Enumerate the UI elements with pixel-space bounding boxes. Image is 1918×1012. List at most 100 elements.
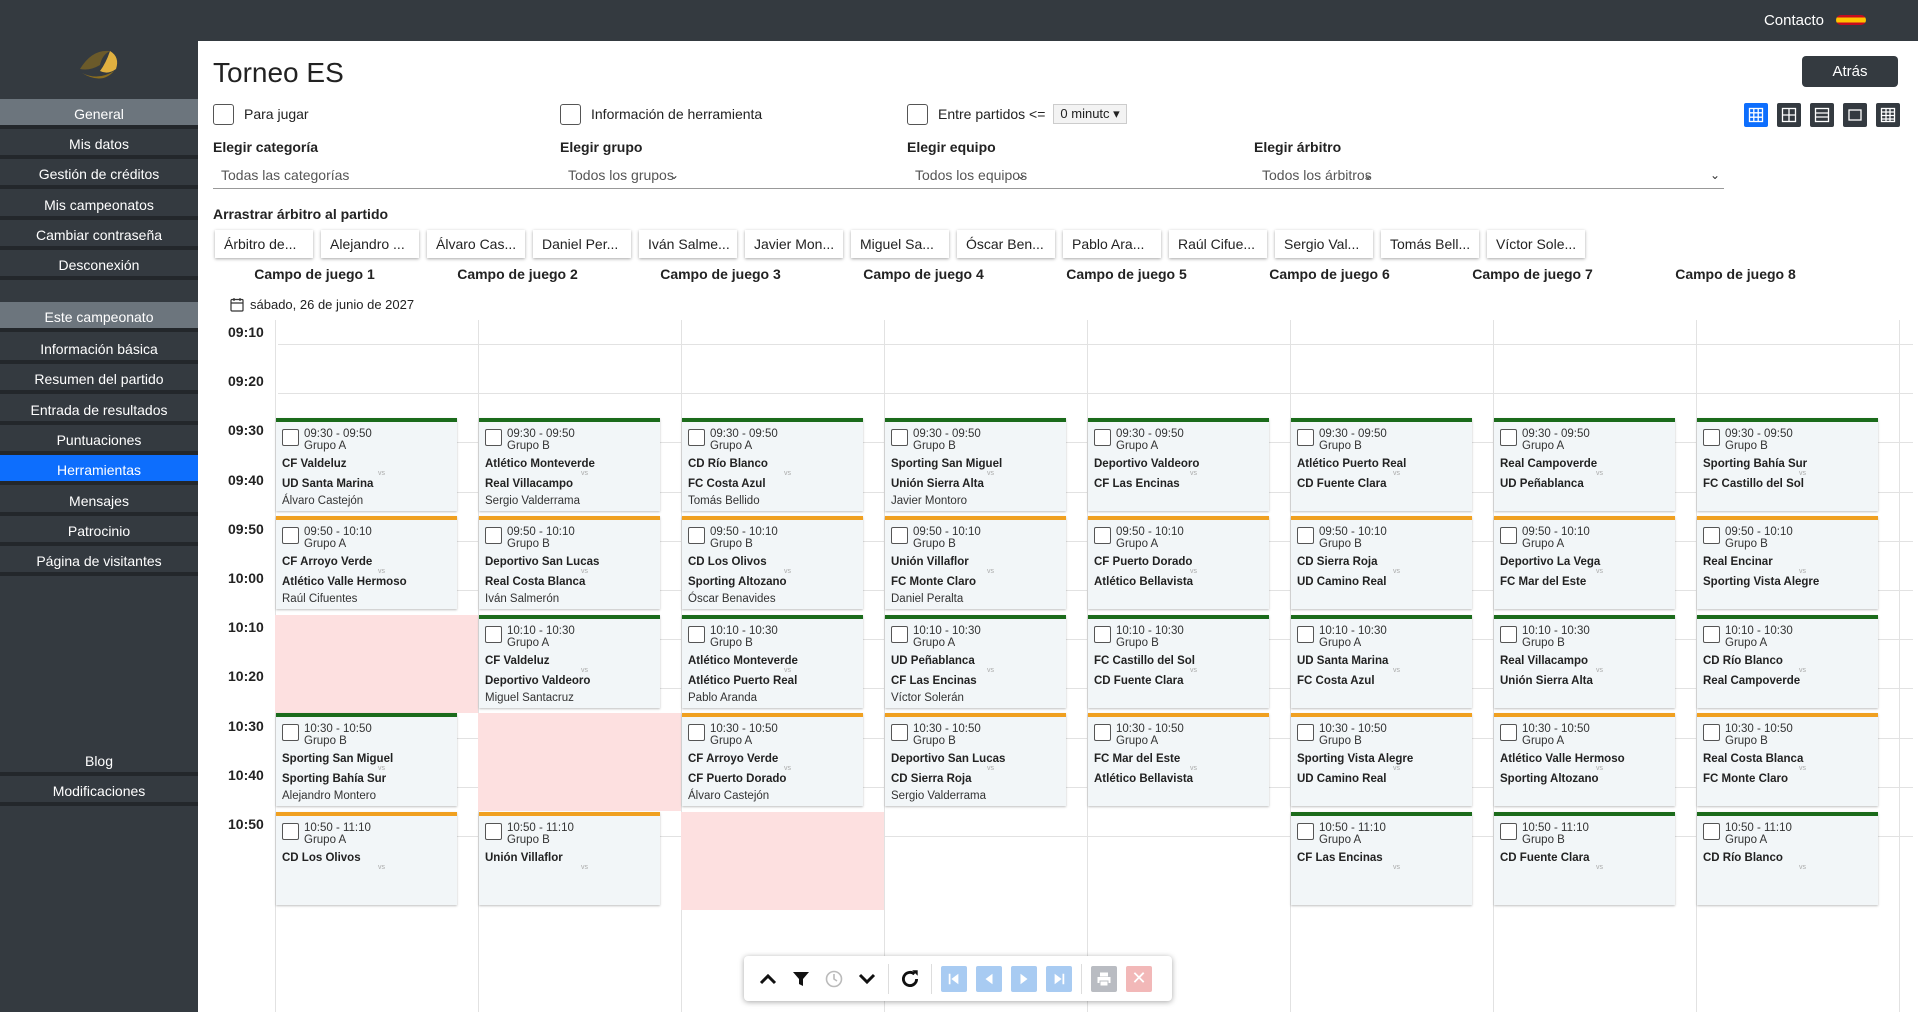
match-card[interactable]: 10:30 - 10:50 Grupo B Sporting Vista Alegr… — [1291, 713, 1472, 807]
referee-select[interactable]: Todos los árbitros ⌄ — [1254, 163, 1724, 189]
checkbox-box[interactable] — [907, 103, 928, 125]
close-icon[interactable]: ✕ — [1126, 965, 1152, 992]
empty-slot[interactable] — [681, 811, 884, 910]
sidebar-item-blog[interactable]: Blog — [0, 746, 198, 776]
match-card[interactable]: 10:50 - 11:10 Grupo A CD Los Olivos vs — [276, 811, 457, 905]
referee-chip[interactable]: Iván Salme... — [639, 230, 737, 258]
match-card[interactable]: 10:50 - 11:10 Grupo B CD Fuente Clara vs — [1494, 811, 1675, 905]
sidebar-item-results-entry[interactable]: Entrada de resultados — [0, 394, 198, 425]
referee-chip[interactable]: Álvaro Cas... — [427, 230, 525, 258]
referee-chip[interactable]: Miguel Sa... — [851, 230, 949, 258]
match-card[interactable]: 09:50 - 10:10 Grupo B Real Encinar vs Sporti… — [1697, 516, 1878, 610]
table-view-button[interactable] — [1876, 103, 1900, 127]
match-card[interactable]: 10:10 - 10:30 Grupo A UD Peñablanca vs CF La… — [885, 614, 1066, 708]
refresh-icon[interactable] — [898, 967, 922, 991]
collapse-up-icon[interactable] — [756, 967, 780, 991]
sidebar-item-modifications[interactable]: Modificaciones — [0, 776, 198, 807]
match-checkbox[interactable] — [1703, 822, 1720, 840]
filter-icon[interactable] — [789, 967, 813, 991]
match-checkbox[interactable] — [1094, 724, 1111, 742]
match-card[interactable]: 10:30 - 10:50 Grupo B Sporting San Miguel v… — [276, 713, 457, 807]
match-card[interactable]: 10:10 - 10:30 Grupo A CF Valdeluz vs Deporti… — [479, 614, 660, 708]
next-page-icon[interactable] — [1011, 965, 1037, 992]
match-checkbox[interactable] — [1297, 625, 1314, 643]
match-checkbox[interactable] — [1703, 724, 1720, 742]
empty-slot[interactable] — [478, 713, 681, 812]
match-card[interactable]: 10:10 - 10:30 Grupo B Real Villacampo vs Uni… — [1494, 614, 1675, 708]
sidebar-item-scores[interactable]: Puntuaciones — [0, 424, 198, 455]
match-card[interactable]: 09:30 - 09:50 Grupo A CF Valdeluz vs UD Sant… — [276, 418, 457, 511]
first-page-icon[interactable] — [941, 965, 967, 992]
match-checkbox[interactable] — [485, 822, 502, 840]
match-checkbox[interactable] — [688, 527, 705, 545]
referee-chip[interactable]: Tomás Bell... — [1381, 230, 1479, 258]
match-checkbox[interactable] — [1094, 527, 1111, 545]
match-checkbox[interactable] — [485, 429, 502, 446]
match-checkbox[interactable] — [1094, 625, 1111, 643]
to-play-checkbox[interactable]: Para jugar — [213, 103, 309, 125]
match-checkbox[interactable] — [282, 527, 299, 545]
match-card[interactable]: 09:30 - 09:50 Grupo B Sporting Bahía Sur vs… — [1697, 418, 1878, 511]
match-card[interactable]: 10:50 - 11:10 Grupo A CD Río Blanco vs — [1697, 811, 1878, 905]
match-card[interactable]: 10:10 - 10:30 Grupo A UD Santa Marina vs FC … — [1291, 614, 1472, 708]
match-checkbox[interactable] — [1703, 625, 1720, 643]
print-icon[interactable] — [1091, 965, 1117, 992]
referee-chip[interactable]: Árbitro de... — [215, 230, 313, 258]
checkbox-box[interactable] — [560, 103, 581, 125]
referee-chip[interactable]: Alejandro ... — [321, 230, 419, 258]
match-checkbox[interactable] — [485, 527, 502, 545]
expand-down-icon[interactable] — [855, 967, 879, 991]
match-checkbox[interactable] — [1703, 527, 1720, 545]
match-checkbox[interactable] — [1297, 527, 1314, 545]
empty-slot[interactable] — [275, 614, 478, 713]
sidebar-item-sponsorship[interactable]: Patrocinio — [0, 515, 198, 546]
referee-chip[interactable]: Javier Mon... — [745, 230, 843, 258]
match-card[interactable]: 09:50 - 10:10 Grupo B Deportivo San Lucas v… — [479, 516, 660, 610]
minutes-select[interactable]: 0 minutc ▾ — [1053, 104, 1127, 124]
match-checkbox[interactable] — [891, 429, 908, 446]
sidebar-item-change-password[interactable]: Cambiar contraseña — [0, 219, 198, 250]
match-checkbox[interactable] — [891, 527, 908, 545]
match-card[interactable]: 10:10 - 10:30 Grupo A CD Río Blanco vs Real … — [1697, 614, 1878, 708]
referee-chip[interactable]: Sergio Val... — [1275, 230, 1373, 258]
match-card[interactable]: 10:30 - 10:50 Grupo B Real Costa Blanca vs F… — [1697, 713, 1878, 807]
match-checkbox[interactable] — [1297, 429, 1314, 446]
match-card[interactable]: 10:50 - 11:10 Grupo A CF Las Encinas vs — [1291, 811, 1472, 905]
match-card[interactable]: 10:30 - 10:50 Grupo A Atlético Valle Hermo… — [1494, 713, 1675, 807]
sidebar-item-logout[interactable]: Desconexión — [0, 250, 198, 281]
grid-view-button[interactable] — [1777, 103, 1801, 127]
match-card[interactable]: 10:50 - 11:10 Grupo B Unión Villaflor vs — [479, 811, 660, 905]
sidebar-item-credit-management[interactable]: Gestión de créditos — [0, 159, 198, 190]
back-button[interactable]: Atrás — [1802, 56, 1898, 87]
match-card[interactable]: 09:50 - 10:10 Grupo B CD Los Olivos vs Sport… — [682, 516, 863, 610]
referee-chip[interactable]: Pablo Ara... — [1063, 230, 1161, 258]
last-page-icon[interactable] — [1046, 965, 1072, 992]
match-checkbox[interactable] — [891, 625, 908, 643]
grid-small-view-button[interactable] — [1744, 103, 1768, 127]
between-matches-checkbox[interactable]: Entre partidos <= 0 minutc ▾ — [907, 103, 1127, 125]
checkbox-box[interactable] — [213, 103, 234, 125]
match-card[interactable]: 09:30 - 09:50 Grupo B Sporting San Miguel v… — [885, 418, 1066, 511]
match-checkbox[interactable] — [282, 822, 299, 840]
sidebar-item-my-data[interactable]: Mis datos — [0, 129, 198, 159]
match-card[interactable]: 09:30 - 09:50 Grupo A CD Río Blanco vs FC Co… — [682, 418, 863, 511]
referee-chip[interactable]: Raúl Cifue... — [1169, 230, 1267, 258]
match-checkbox[interactable] — [1094, 429, 1111, 446]
match-card[interactable]: 09:50 - 10:10 Grupo A Deportivo La Vega vs F… — [1494, 516, 1675, 610]
match-card[interactable]: 10:30 - 10:50 Grupo A CF Arroyo Verde vs CF … — [682, 713, 863, 807]
team-select[interactable]: Todos los equipos ⌄ — [907, 163, 1377, 189]
sidebar-item-messages[interactable]: Mensajes — [0, 485, 198, 516]
match-checkbox[interactable] — [1500, 527, 1517, 545]
sidebar-item-visitors-page[interactable]: Página de visitantes — [0, 546, 198, 577]
language-flag-icon[interactable] — [1836, 15, 1866, 25]
category-select[interactable]: Todas las categorías ⌄ — [213, 163, 683, 189]
match-card[interactable]: 10:10 - 10:30 Grupo B Atlético Monteverde v… — [682, 614, 863, 708]
sidebar-item-match-summary[interactable]: Resumen del partido — [0, 364, 198, 395]
match-card[interactable]: 09:30 - 09:50 Grupo B Atlético Puerto Real… — [1291, 418, 1472, 511]
sidebar-item-tools[interactable]: Herramientas — [0, 455, 198, 486]
match-card[interactable]: 09:50 - 10:10 Grupo A CF Arroyo Verde vs Atl… — [276, 516, 457, 610]
match-checkbox[interactable] — [1500, 429, 1517, 446]
clock-icon[interactable] — [822, 967, 846, 991]
match-card[interactable]: 09:30 - 09:50 Grupo A Real Campoverde vs UD … — [1494, 418, 1675, 511]
match-checkbox[interactable] — [891, 724, 908, 742]
